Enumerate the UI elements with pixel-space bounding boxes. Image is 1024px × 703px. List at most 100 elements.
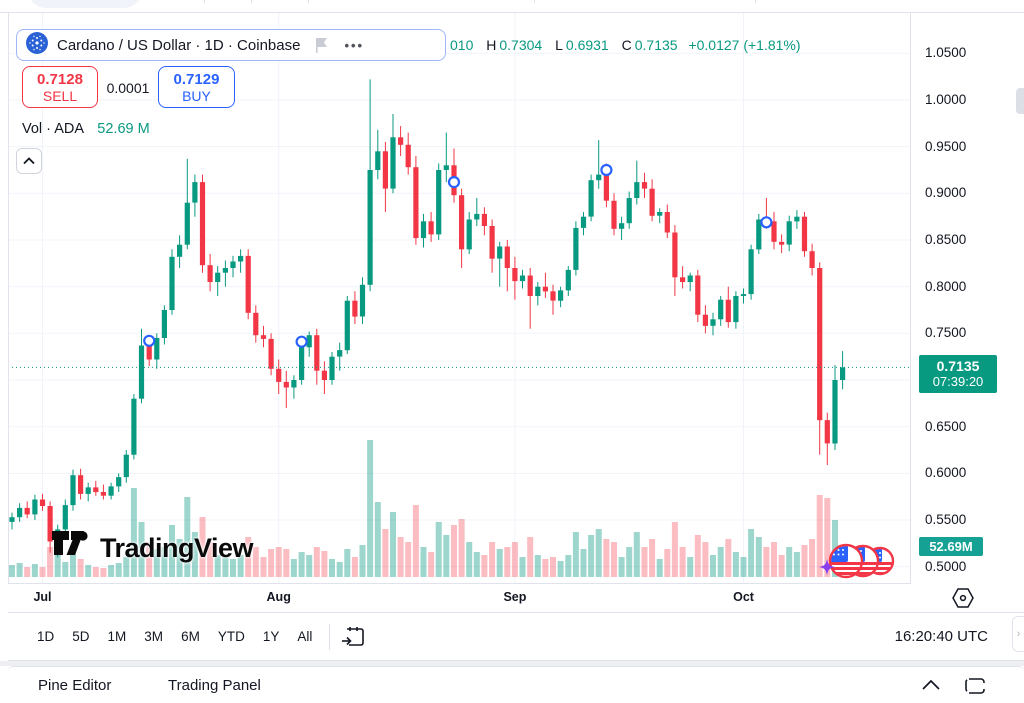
volume-bar (786, 547, 793, 577)
trade-marker-circle[interactable] (760, 216, 773, 229)
range-button-6m[interactable]: 6M (181, 629, 200, 644)
volume-bar (824, 498, 831, 577)
volume-bar (473, 552, 480, 577)
timezone-clock[interactable]: 16:20:40 UTC (894, 628, 988, 645)
candle-body (657, 212, 663, 216)
price-tick-label: 1.0000 (925, 91, 967, 107)
candle-body (603, 174, 609, 201)
flag-icon[interactable] (314, 37, 330, 53)
last-price-tag: 0.7135 07:39:20 (919, 355, 997, 393)
last-price-value: 0.7135 (936, 358, 980, 374)
scroll-handle[interactable] (1016, 88, 1024, 114)
time-axis[interactable]: Jul Aug Sep Oct (8, 584, 1014, 612)
volume-label: Vol · ADA (22, 121, 84, 137)
volume-bar (397, 537, 404, 577)
month-label-oct: Oct (733, 590, 754, 604)
more-options-icon[interactable]: ••• (344, 37, 365, 53)
volume-bar (252, 547, 259, 577)
alert-button[interactable]: Alert (539, 0, 622, 2)
range-button-all[interactable]: All (297, 629, 313, 644)
candle-body (276, 368, 282, 382)
candle-body (649, 188, 655, 216)
volume-bar (108, 565, 115, 577)
candle-body (47, 506, 53, 542)
candle-body (664, 212, 670, 233)
volume-bar (763, 547, 770, 577)
volume-bar (382, 529, 389, 577)
ohlc-readout: 010 H 0.7304 L 0.6931 C 0.7135 +0.0127 (+1.… (450, 37, 804, 53)
volume-bar (176, 539, 183, 577)
volume-bar (405, 542, 412, 577)
volume-bar (290, 559, 297, 577)
volume-bar (694, 535, 701, 577)
volume-bar (710, 555, 716, 577)
candle-body (215, 272, 221, 282)
candle-body (565, 269, 571, 291)
toolbar-separator (533, 0, 535, 3)
trade-marker-circle[interactable] (143, 334, 156, 347)
chart-settings-icon[interactable] (951, 587, 975, 614)
range-button-1y[interactable]: 1Y (262, 629, 280, 644)
volume-bar (9, 565, 15, 577)
go-to-date-icon[interactable] (340, 624, 366, 650)
candle-body (771, 221, 777, 242)
candle-body (497, 246, 503, 259)
range-button-1m[interactable]: 1M (107, 629, 127, 644)
volume-bar (24, 567, 31, 577)
collapse-legend-button[interactable] (16, 148, 42, 174)
panel-maximize-icon[interactable] (964, 677, 986, 700)
price-axis[interactable]: 1.0500 1.0000 0.9500 0.9000 0.8500 0.8000 0.75… (911, 13, 1014, 584)
range-button-5d[interactable]: 5D (72, 629, 90, 644)
volume-bar (169, 525, 175, 577)
sell-button[interactable]: 0.7128 SELL (22, 66, 98, 108)
symbol-legend[interactable]: Cardano / US Dollar · 1D · Coinbase ••• (16, 29, 446, 61)
candle-body (146, 345, 152, 360)
symbol-search-button[interactable]: ADAUSD (28, 0, 142, 8)
close-value: 0.7135 (634, 37, 678, 53)
candle-body (733, 296, 739, 323)
volume-study-legend[interactable]: Vol · ADA 52.69 M (22, 121, 150, 137)
range-button-3m[interactable]: 3M (144, 629, 164, 644)
indicators-button[interactable]: Indicators (313, 0, 428, 2)
panel-expand-icon[interactable] (920, 677, 942, 700)
candle-body (756, 219, 762, 250)
volume-bar (443, 535, 450, 577)
sell-label: SELL (42, 88, 78, 104)
spread-value: 0.0001 (106, 80, 150, 96)
volume-bar (664, 549, 671, 577)
candle-body (634, 182, 640, 198)
range-button-1d[interactable]: 1D (37, 629, 55, 644)
show-panel-tab[interactable]: › (1012, 616, 1024, 652)
candle-body (154, 338, 160, 360)
volume-bar (130, 488, 137, 577)
volume-bar (793, 552, 800, 577)
candle-body (367, 170, 373, 285)
volume-bar (489, 542, 496, 577)
candle-body (695, 275, 701, 315)
candlestick-chart[interactable] (0, 0, 910, 583)
volume-bar (588, 535, 595, 577)
buy-button[interactable]: 0.7129 BUY (158, 66, 235, 108)
trade-marker-circle[interactable] (447, 176, 461, 189)
volume-bar (77, 559, 84, 577)
trade-marker-circle[interactable] (295, 335, 308, 348)
toolbar-separator (329, 623, 331, 650)
low-value: 0.6931 (565, 37, 609, 53)
trade-marker-circle[interactable] (600, 163, 613, 177)
volume-bar (580, 549, 587, 577)
candle-body (710, 319, 716, 326)
volume-bar (671, 522, 678, 577)
price-tick-label: 0.8000 (925, 278, 967, 294)
volume-bar (595, 529, 602, 577)
volume-bar (725, 539, 732, 577)
candle-body (93, 487, 99, 493)
sparkle-sticker[interactable] (819, 559, 835, 575)
candle-body (78, 475, 84, 494)
trading-panel-tab[interactable]: Trading Panel (168, 677, 261, 694)
replay-button[interactable]: Replay (636, 0, 734, 2)
candle-body (405, 144, 411, 168)
usa-flag-sticker[interactable] (828, 543, 864, 579)
range-button-ytd[interactable]: YTD (217, 629, 245, 644)
volume-bar (435, 522, 442, 577)
pine-editor-tab[interactable]: Pine Editor (38, 677, 112, 694)
